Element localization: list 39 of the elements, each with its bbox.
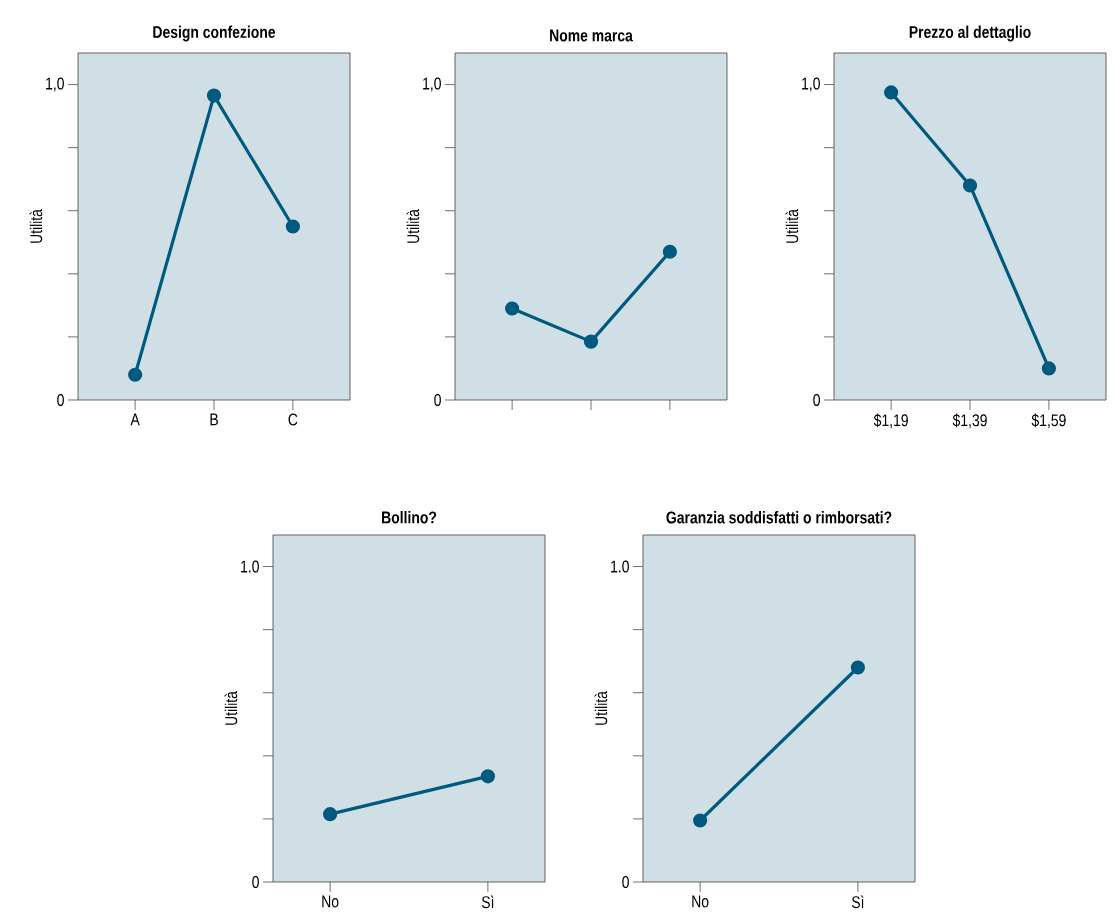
x-tick-label: No — [692, 895, 709, 908]
y-tick-label: 0 — [57, 393, 64, 407]
y-tick-label: 0 — [622, 875, 629, 889]
y-tick-label: 1,0 — [423, 77, 441, 92]
chart-title: Garanzia soddisfatti o rimborsati? — [666, 510, 892, 524]
point — [662, 244, 677, 259]
point — [505, 301, 520, 316]
x-tick-label: B — [210, 413, 218, 426]
y-tick-label: 1,0 — [802, 77, 820, 92]
x-tick-label: A — [130, 413, 140, 426]
y-axis-title: Utilità — [785, 209, 799, 243]
x-tick-label: Sì — [481, 895, 494, 909]
point — [962, 178, 978, 193]
y-tick-label: 0 — [813, 393, 820, 407]
y-axis-title: Utilità — [29, 209, 43, 243]
y-tick-label: 1.0 — [241, 560, 259, 573]
chart-title: Design confezione — [153, 25, 276, 42]
x-tick-label: No — [322, 895, 339, 908]
y-tick-label: 1.0 — [611, 560, 629, 573]
y-tick-label: 1,0 — [46, 77, 64, 92]
y-axis-title: Utilità — [406, 209, 420, 243]
point — [884, 85, 899, 100]
chart-title: Bollino? — [382, 510, 437, 524]
x-tick-label: $1,19 — [873, 413, 908, 429]
y-tick-label: 0 — [434, 393, 441, 407]
chart-title: Prezzo al dettaglio — [909, 25, 1031, 42]
chart-title: Nome marca — [550, 29, 633, 42]
point — [1041, 361, 1056, 376]
point — [128, 367, 143, 382]
point — [285, 219, 300, 234]
y-axis-title: Utilità — [224, 691, 238, 725]
point — [206, 88, 222, 103]
x-tick-label: $1,39 — [952, 413, 987, 429]
x-tick-label: Sì — [851, 895, 864, 909]
x-tick-label: C — [288, 413, 298, 426]
x-tick-label: $1,59 — [1031, 413, 1066, 429]
y-tick-label: 0 — [252, 875, 259, 889]
y-axis-title: Utilità — [594, 691, 608, 725]
point — [583, 334, 599, 349]
